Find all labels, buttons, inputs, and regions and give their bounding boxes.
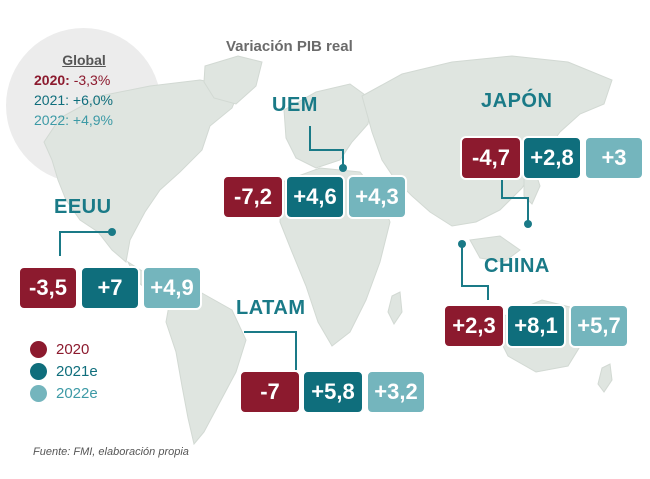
- legend-label-2020: 2020: [56, 341, 90, 358]
- legend-item-2022e: 2022e: [30, 385, 98, 402]
- global-title: Global: [62, 52, 106, 68]
- global-2022-line: 2022: +4,9%: [34, 112, 114, 128]
- region-label-latam: LATAM: [236, 297, 306, 319]
- china-2022-box: +5,7: [569, 304, 629, 348]
- madagascar-shape: [387, 291, 403, 325]
- eeuu-2020-box: -3,5: [18, 266, 78, 310]
- europe-shape: [283, 83, 373, 169]
- eeuu-2022-box: +4,9: [142, 266, 202, 310]
- uem-location-dot: [339, 164, 347, 172]
- global-2020-value: -3,3%: [69, 72, 111, 88]
- global-2020-line: 2020: -3,3%: [34, 70, 134, 90]
- region-label-japon: JAPÓN: [481, 90, 553, 112]
- china-2020-box: +2,3: [443, 304, 505, 348]
- region-label-china: CHINA: [484, 255, 550, 277]
- uem-2020-box: -7,2: [222, 175, 284, 219]
- legend-dot-2022e: [30, 385, 47, 402]
- uem-2021-box: +4,6: [285, 175, 345, 219]
- chart-title: Variación PIB real: [226, 38, 353, 55]
- legend-dot-2020: [30, 341, 47, 358]
- global-2020-year: 2020:: [34, 72, 70, 88]
- global-summary: Global 2020: -3,3% 2021: +6,0% 2022: +4,…: [34, 50, 134, 130]
- legend-label-2021e: 2021e: [56, 363, 98, 380]
- legend-item-2021e: 2021e: [30, 363, 98, 380]
- latam-2021-box: +5,8: [302, 370, 364, 414]
- uem-connector-line: [309, 126, 344, 168]
- eeuu-connector-line: [59, 231, 112, 256]
- japon-connector-line: [501, 178, 529, 224]
- new-zealand-shape: [597, 363, 613, 393]
- latam-2022-box: +3,2: [366, 370, 426, 414]
- global-2021-line: 2021: +6,0%: [34, 92, 114, 108]
- greenland-shape: [203, 55, 263, 105]
- japon-2021-box: +2,8: [522, 136, 582, 180]
- region-label-eeuu: EEUU: [54, 196, 112, 218]
- latam-connector-line: [244, 331, 297, 370]
- source-note: Fuente: FMI, elaboración propia: [33, 446, 189, 458]
- legend-dot-2021e: [30, 363, 47, 380]
- uem-2022-box: +4,3: [347, 175, 407, 219]
- legend-label-2022e: 2022e: [56, 385, 98, 402]
- south-america-shape: [165, 291, 247, 446]
- japon-location-dot: [524, 220, 532, 228]
- japon-2020-box: -4,7: [460, 136, 522, 180]
- japon-2022-box: +3: [584, 136, 644, 180]
- china-location-dot: [458, 240, 466, 248]
- sea-islands-shape: [469, 235, 521, 263]
- eeuu-location-dot: [108, 228, 116, 236]
- legend-item-2020: 2020: [30, 341, 89, 358]
- eeuu-2021-box: +7: [80, 266, 140, 310]
- latam-2020-box: -7: [239, 370, 301, 414]
- region-label-uem: UEM: [272, 94, 318, 116]
- china-2021-box: +8,1: [506, 304, 566, 348]
- china-connector-line: [461, 244, 489, 300]
